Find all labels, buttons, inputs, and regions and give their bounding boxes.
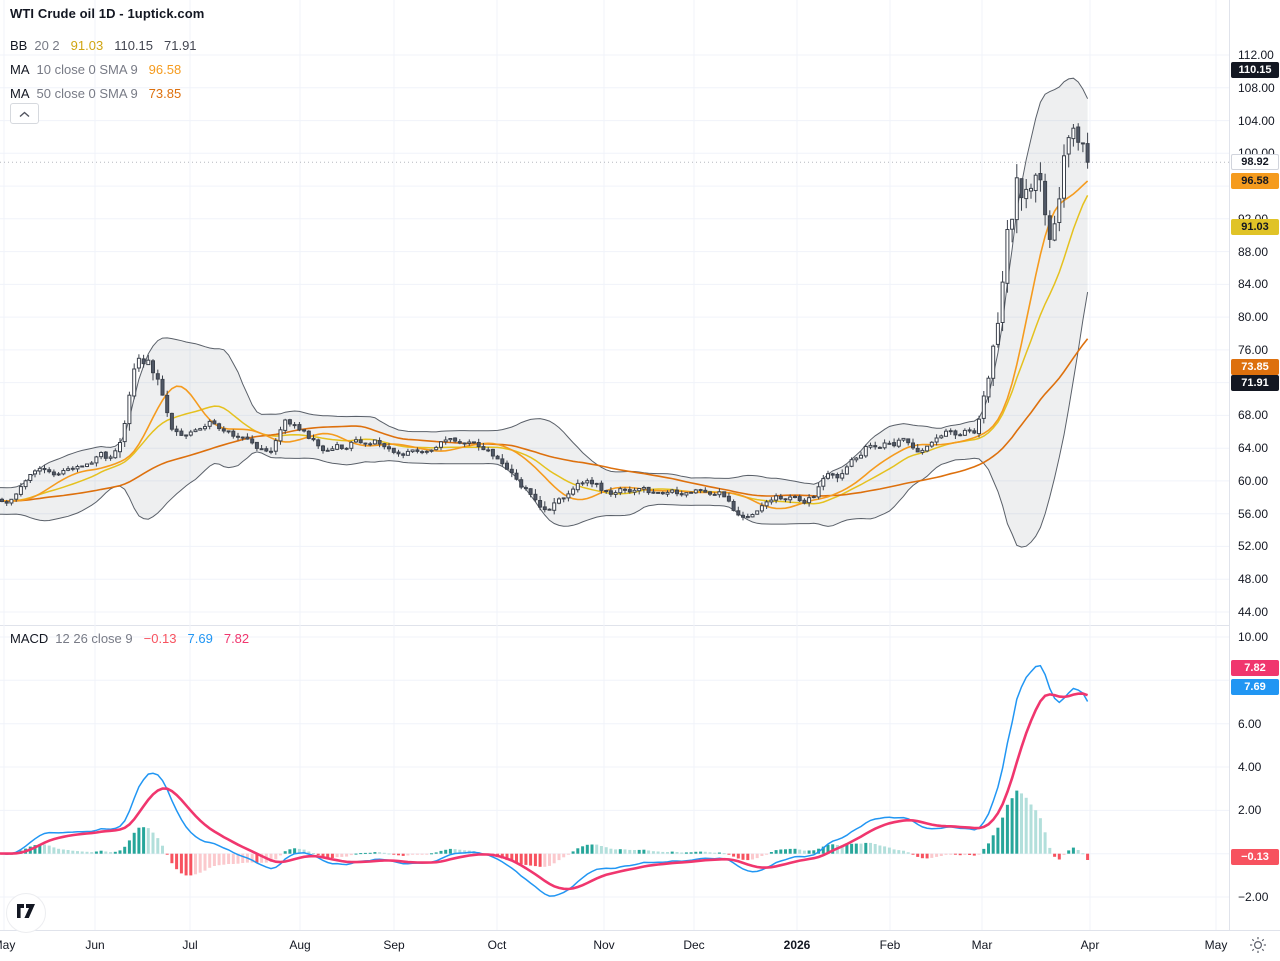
price-axis-label: 76.00 — [1238, 343, 1269, 357]
indicator-row-macd-value: 7.69 — [187, 630, 213, 646]
theme-toggle-button[interactable] — [1249, 936, 1267, 954]
price-axis-label: 52.00 — [1238, 539, 1269, 553]
time-axis-label: 2026 — [783, 938, 811, 952]
price-pane-chart[interactable] — [0, 0, 1229, 625]
macd-pane-chart[interactable] — [0, 625, 1229, 930]
indicator-legend: BB 20 2 91.03 110.15 71.91 MA 10 close 0 SMA 9… — [10, 33, 204, 105]
sun-icon — [1249, 937, 1267, 958]
bollinger-band-fill — [0, 78, 1088, 548]
price-axis-label: 44.00 — [1238, 605, 1269, 619]
macd-axis-badge: −0.13 — [1231, 849, 1279, 865]
macd-axis-badge: 7.82 — [1231, 660, 1279, 676]
indicator-row-macd-value: 7.82 — [223, 630, 250, 646]
chevron-up-icon — [19, 105, 30, 123]
indicator-row-bb-value: 110.15 — [114, 37, 153, 53]
time-axis-label: Aug — [289, 938, 311, 952]
price-axis-label: 104.00 — [1238, 114, 1275, 128]
indicator-row-ma10-value: 96.58 — [148, 61, 182, 77]
price-axis-label: 68.00 — [1238, 408, 1269, 422]
time-axis-label: Mar — [971, 938, 993, 952]
macd-signal-line — [0, 692, 1089, 891]
price-axis-badge: 71.91 — [1231, 375, 1279, 391]
indicator-row-ma10-label: MA — [10, 61, 30, 77]
macd-axis-badge: 7.69 — [1231, 679, 1279, 695]
price-axis-badge: 96.58 — [1231, 173, 1279, 189]
indicator-row-bb-label: 20 2 — [34, 37, 60, 53]
macd-axis-label: 4.00 — [1238, 760, 1262, 774]
macd-axis-label: −2.00 — [1238, 890, 1269, 904]
time-axis-label: Jun — [85, 938, 105, 952]
price-axis-label: 112.00 — [1238, 48, 1274, 62]
indicator-row-bb-label: BB — [10, 37, 28, 53]
price-axis-label: 48.00 — [1238, 572, 1269, 586]
price-axis-label: 80.00 — [1238, 310, 1269, 324]
price-axis-label: 60.00 — [1238, 474, 1269, 488]
price-axis-badge: 98.92 — [1231, 154, 1279, 170]
time-axis-label: Jul — [182, 938, 198, 952]
candlesticks — [0, 123, 1090, 521]
price-axis-badge: 73.85 — [1231, 359, 1279, 375]
time-axis-label: Dec — [683, 938, 705, 952]
price-axis-label: 108.00 — [1238, 81, 1275, 95]
ma10-line — [0, 180, 1089, 510]
symbol-title[interactable]: WTI Crude oil 1D - 1uptick.com — [10, 6, 205, 21]
time-axis-label: Sep — [383, 938, 405, 952]
indicator-row-ma50-label: 50 close 0 SMA 9 — [36, 85, 138, 101]
macd-line — [0, 664, 1089, 897]
indicator-row-bb-value: 71.91 — [164, 37, 197, 53]
indicator-row-ma50-value: 73.85 — [148, 85, 182, 101]
indicator-row-macd-value: −0.13 — [143, 630, 177, 646]
macd-histogram — [0, 790, 1090, 876]
macd-legend: MACD 12 26 close 9 −0.13 7.69 7.82 — [10, 628, 256, 648]
time-axis-label: May — [0, 938, 16, 952]
ma50-line — [0, 338, 1089, 502]
tradingview-logo[interactable] — [6, 893, 46, 933]
macd-axis-label: 6.00 — [1238, 717, 1262, 731]
macd-axis-label: 10.00 — [1238, 630, 1269, 644]
collapse-indicators-button[interactable] — [10, 103, 39, 124]
bollinger-lower-line — [0, 292, 1089, 548]
time-axis[interactable]: May Jun Jul Aug Sep Oct Nov Dec 2026 Feb Mar Apr May — [0, 930, 1280, 961]
price-axis-label: 88.00 — [1238, 245, 1269, 259]
tradingview-logo-icon — [16, 903, 36, 923]
time-axis-label: May — [1204, 938, 1228, 952]
indicator-row-bb-value: 91.03 — [70, 37, 104, 53]
bollinger-upper-line — [0, 77, 1089, 489]
price-axis-label: 84.00 — [1238, 277, 1269, 291]
time-axis-label: Oct — [487, 938, 507, 952]
price-axis[interactable]: 112.00108.00104.00100.0092.0088.0084.008… — [1229, 0, 1280, 930]
price-axis-badge: 91.03 — [1231, 219, 1279, 235]
price-axis-badge: 110.15 — [1231, 62, 1279, 78]
macd-axis-label: 2.00 — [1238, 803, 1262, 817]
price-axis-label: 56.00 — [1238, 507, 1269, 521]
time-axis-label: Feb — [879, 938, 901, 952]
indicator-row-ma10[interactable]: MA 10 close 0 SMA 9 96.58 — [10, 57, 204, 81]
indicator-row-ma50[interactable]: MA 50 close 0 SMA 9 73.85 — [10, 81, 204, 105]
time-axis-label: Nov — [593, 938, 615, 952]
indicator-row-macd-label: MACD — [10, 630, 49, 646]
bollinger-basis-line — [0, 195, 1089, 505]
time-axis-label: Apr — [1080, 938, 1100, 952]
pane-separator[interactable] — [0, 625, 1229, 626]
indicator-row-macd[interactable]: MACD 12 26 close 9 −0.13 7.69 7.82 — [10, 628, 256, 648]
price-axis-label: 64.00 — [1238, 441, 1269, 455]
indicator-row-macd-label: 12 26 close 9 — [55, 630, 133, 646]
indicator-row-ma10-label: 10 close 0 SMA 9 — [36, 61, 138, 77]
indicator-row-ma50-label: MA — [10, 85, 30, 101]
indicator-row-bb[interactable]: BB 20 2 91.03 110.15 71.91 — [10, 33, 204, 57]
